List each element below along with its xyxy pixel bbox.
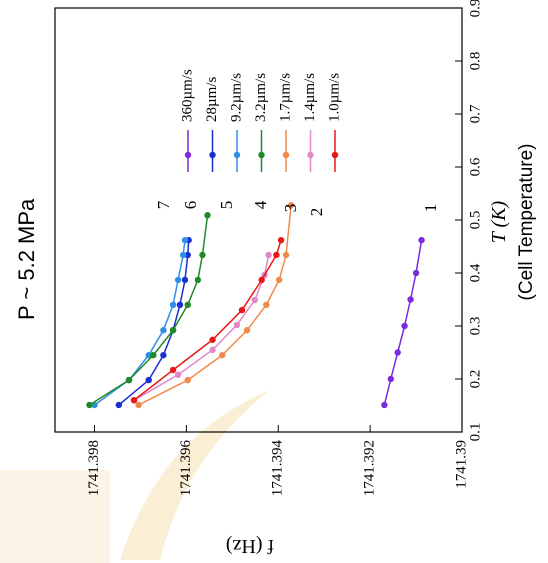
data-point xyxy=(184,376,191,384)
data-point xyxy=(86,401,93,409)
series-line xyxy=(133,239,282,401)
data-point xyxy=(263,301,270,308)
x-tick-label: 0.4 xyxy=(467,263,483,282)
x-axis-label: T (K) xyxy=(488,200,510,243)
data-point xyxy=(277,236,285,244)
legend-marker xyxy=(331,151,339,159)
data-point xyxy=(174,371,182,378)
data-point xyxy=(275,276,283,284)
data-point xyxy=(169,366,177,374)
y-tick-label: 1741.396 xyxy=(178,440,194,497)
y-tick-label: 1741.394 xyxy=(270,440,286,497)
background-swoosh xyxy=(120,390,270,560)
data-point xyxy=(125,376,133,384)
data-point xyxy=(130,397,138,404)
data-point xyxy=(265,251,272,259)
legend-marker xyxy=(307,151,314,159)
data-point xyxy=(181,276,189,284)
data-point xyxy=(115,401,123,409)
data-point xyxy=(194,276,202,284)
x-tick-label: 0.8 xyxy=(467,52,483,71)
legend-marker xyxy=(233,151,241,159)
data-point xyxy=(135,401,142,409)
data-point xyxy=(287,201,295,209)
data-point xyxy=(176,301,184,308)
legend-label: 1.0µm/s xyxy=(326,73,342,122)
background-block xyxy=(0,470,110,563)
legend-marker xyxy=(258,151,265,159)
y-tick-label: 1741.392 xyxy=(362,440,378,496)
data-point xyxy=(204,212,211,219)
data-point xyxy=(145,376,152,384)
legend-marker xyxy=(282,151,290,159)
data-point xyxy=(160,327,167,334)
x-axis-note: (Cell Temperature) xyxy=(516,144,537,301)
data-point xyxy=(387,375,394,383)
x-tick-label: 0.1 xyxy=(467,423,483,442)
data-point xyxy=(184,301,191,308)
legend-marker xyxy=(184,151,192,159)
data-point xyxy=(282,251,290,259)
legend-label: 1.4µm/s xyxy=(302,73,318,122)
data-point xyxy=(233,321,241,329)
data-point xyxy=(381,401,388,409)
x-tick-label: 0.7 xyxy=(467,104,483,123)
legend-label: 360µm/s xyxy=(179,69,195,122)
data-point xyxy=(394,349,401,356)
y-tick-label: 1741.398 xyxy=(86,440,102,496)
x-tick-label: 0.5 xyxy=(467,211,483,230)
data-point xyxy=(181,236,189,244)
y-axis-label: f (Hz) xyxy=(226,535,274,557)
data-point xyxy=(169,301,177,308)
data-point xyxy=(184,251,191,259)
x-tick-label: 0.2 xyxy=(467,370,483,389)
curve-label: 3 xyxy=(281,204,300,213)
curve-label: 6 xyxy=(181,201,200,210)
series-line xyxy=(94,240,186,406)
curve-label: 4 xyxy=(251,200,270,209)
series-line xyxy=(89,215,209,406)
data-point xyxy=(251,296,259,304)
legend-label: 1.7µm/s xyxy=(277,73,293,122)
series-line xyxy=(118,240,190,406)
data-point xyxy=(273,251,280,259)
x-tick-label: 0.6 xyxy=(467,157,483,176)
data-point xyxy=(407,296,414,303)
data-point xyxy=(160,351,167,359)
data-point xyxy=(209,336,216,343)
series-line xyxy=(138,205,292,406)
legend-label: 28µm/s xyxy=(204,77,220,122)
chart-title: P ~ 5.2 MPa xyxy=(14,198,39,320)
data-point xyxy=(145,351,152,359)
data-point xyxy=(169,327,177,334)
data-point xyxy=(219,351,226,359)
data-point xyxy=(150,351,157,359)
data-point xyxy=(418,236,425,244)
curve-label: 1 xyxy=(421,204,440,213)
curve-label: 5 xyxy=(217,201,236,210)
legend-label: 3.2µm/s xyxy=(253,73,269,122)
curve-label: 2 xyxy=(307,208,326,217)
data-point xyxy=(258,276,265,284)
data-point xyxy=(199,251,206,259)
data-point xyxy=(238,306,246,314)
data-point xyxy=(174,276,182,284)
data-point xyxy=(243,327,251,334)
legend-marker xyxy=(209,151,216,159)
curve-label: 7 xyxy=(154,200,173,209)
x-tick-label: 0.3 xyxy=(467,317,483,336)
data-point xyxy=(209,346,216,354)
data-point xyxy=(179,251,187,259)
plot-frame xyxy=(54,7,463,433)
data-point xyxy=(412,269,420,277)
data-point xyxy=(401,322,408,330)
y-tick-label: 1741.39 xyxy=(453,440,469,489)
x-tick-label: 0.9 xyxy=(467,0,483,17)
legend-label: 9.2µm/s xyxy=(228,73,244,122)
